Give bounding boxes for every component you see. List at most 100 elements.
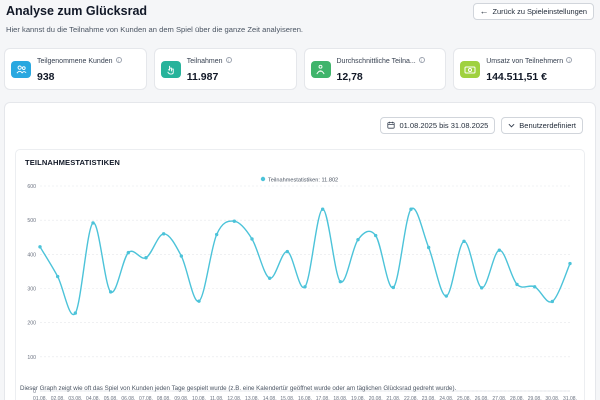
x-tick-label: 07.08. — [139, 396, 153, 400]
data-point — [126, 250, 131, 255]
money-icon — [460, 61, 481, 78]
x-tick-label: 26.08. — [475, 396, 489, 400]
info-icon[interactable]: i — [566, 57, 573, 63]
data-point — [214, 232, 219, 237]
x-tick-label: 06.08. — [121, 396, 135, 400]
data-point — [338, 279, 343, 284]
x-tick-label: 21.08. — [386, 396, 400, 400]
data-point — [250, 237, 254, 241]
data-point — [161, 232, 166, 236]
info-icon[interactable]: i — [418, 57, 425, 63]
x-tick-label: 01.08. — [33, 396, 47, 400]
data-point — [73, 311, 78, 315]
range-preset-label: Benutzerdefiniert — [519, 121, 576, 130]
stat-card-revenue: Umsatz von Teilnehmern i 144.511,51 € — [453, 48, 596, 90]
users-icon — [11, 61, 31, 78]
stat-value: 11.987 — [186, 71, 219, 83]
data-point — [497, 248, 502, 252]
data-point — [462, 239, 466, 244]
data-point — [444, 294, 449, 298]
data-point — [479, 286, 484, 290]
x-tick-label: 20.08. — [369, 396, 383, 400]
date-range-picker[interactable]: 01.08.2025 bis 31.08.2025 — [380, 117, 496, 134]
legend-marker — [260, 176, 266, 182]
stat-label: Teilgenommene Kunden — [37, 58, 113, 65]
x-tick-label: 31.08. — [563, 396, 577, 400]
x-tick-label: 25.08. — [457, 396, 471, 400]
range-preset-select[interactable]: Benutzerdefiniert — [501, 117, 583, 134]
y-tick-label: 0 — [33, 389, 36, 395]
x-tick-label: 19.08. — [351, 396, 365, 400]
x-tick-label: 18.08. — [333, 396, 347, 400]
data-point — [267, 276, 272, 280]
x-tick-label: 10.08. — [192, 396, 206, 400]
chart-title: TEILNAHMESTATISTIKEN — [25, 158, 120, 167]
stat-cards: Teilgenommene Kunden i 938 Teilnahmen i 11… — [4, 48, 596, 90]
page-title: Analyse zum Glücksrad — [6, 4, 148, 18]
statistics-panel: 01.08.2025 bis 31.08.2025 Benutzerdefini… — [4, 102, 596, 400]
info-icon[interactable]: i — [225, 57, 232, 63]
x-tick-label: 16.08. — [298, 396, 312, 400]
data-point — [55, 274, 60, 279]
stat-label: Teilnahmen — [186, 58, 223, 65]
data-point — [285, 249, 290, 254]
filter-bar: 01.08.2025 bis 31.08.2025 Benutzerdefini… — [380, 117, 583, 134]
x-tick-label: 05.08. — [104, 396, 118, 400]
y-tick-label: 400 — [27, 252, 36, 258]
average-icon — [310, 61, 331, 78]
x-tick-label: 23.08. — [422, 396, 436, 400]
arrow-left-icon: ← — [479, 6, 489, 16]
x-tick-label: 09.08. — [174, 396, 188, 400]
chevron-down-icon — [508, 121, 515, 130]
x-tick-label: 14.08. — [263, 396, 277, 400]
x-tick-label: 08.08. — [157, 396, 171, 400]
x-tick-label: 15.08. — [280, 396, 294, 400]
data-point — [568, 261, 572, 266]
data-point — [108, 290, 113, 294]
stat-value: 938 — [37, 71, 55, 83]
data-point — [179, 254, 184, 258]
back-button-label: Zurück zu Spieleinstellungen — [492, 7, 588, 16]
data-point — [303, 285, 307, 289]
data-point — [144, 256, 148, 260]
page-subtitle: Hier kannst du die Teilnahme von Kunden … — [6, 25, 304, 34]
data-point — [38, 245, 42, 249]
y-tick-label: 100 — [27, 355, 36, 361]
stat-card-participants: Teilgenommene Kunden i 938 — [4, 48, 147, 90]
x-tick-label: 30.08. — [545, 396, 559, 400]
y-tick-label: 500 — [27, 218, 36, 224]
data-point — [391, 285, 396, 290]
data-point — [515, 282, 519, 287]
stat-label: Durchschnittliche Teilna... — [336, 58, 416, 65]
x-tick-label: 28.08. — [510, 396, 524, 400]
stat-label: Umsatz von Teilnehmern — [486, 58, 564, 65]
x-tick-label: 04.08. — [86, 396, 100, 400]
y-tick-label: 200 — [27, 321, 36, 327]
x-tick-label: 22.08. — [404, 396, 418, 400]
stat-value: 12,78 — [336, 71, 363, 83]
x-tick-label: 24.08. — [439, 396, 453, 400]
data-point — [426, 245, 431, 250]
x-tick-label: 29.08. — [528, 396, 542, 400]
x-tick-label: 17.08. — [316, 396, 330, 400]
y-tick-label: 600 — [27, 184, 36, 190]
stat-card-average: Durchschnittliche Teilna... i 12,78 — [303, 48, 447, 90]
x-tick-label: 13.08. — [245, 396, 259, 400]
legend-label: Teilnahmestatistiken: 11.802 — [268, 177, 338, 183]
stat-card-participations: Teilnahmen i 11.987 — [153, 48, 297, 90]
data-point — [356, 237, 360, 242]
data-point — [409, 207, 413, 211]
y-tick-label: 300 — [27, 287, 36, 293]
back-to-settings-button[interactable]: ← Zurück zu Spieleinstellungen — [472, 3, 594, 20]
line-chart: Teilnahmestatistiken: 11.802 0 100 200 300 40… — [27, 176, 577, 400]
data-point — [91, 221, 95, 225]
calendar-icon — [387, 121, 396, 131]
info-icon[interactable]: i — [115, 57, 122, 63]
series-line — [39, 207, 571, 316]
page-header: Analyse zum Glücksrad Hier kannst du die… — [6, 3, 594, 34]
data-point — [197, 299, 201, 303]
x-tick-label: 02.08. — [51, 396, 65, 400]
x-tick-label: 03.08. — [68, 396, 82, 400]
chart-caption: Dieser Graph zeigt wie oft das Spiel von… — [20, 385, 457, 392]
data-point — [550, 299, 555, 304]
